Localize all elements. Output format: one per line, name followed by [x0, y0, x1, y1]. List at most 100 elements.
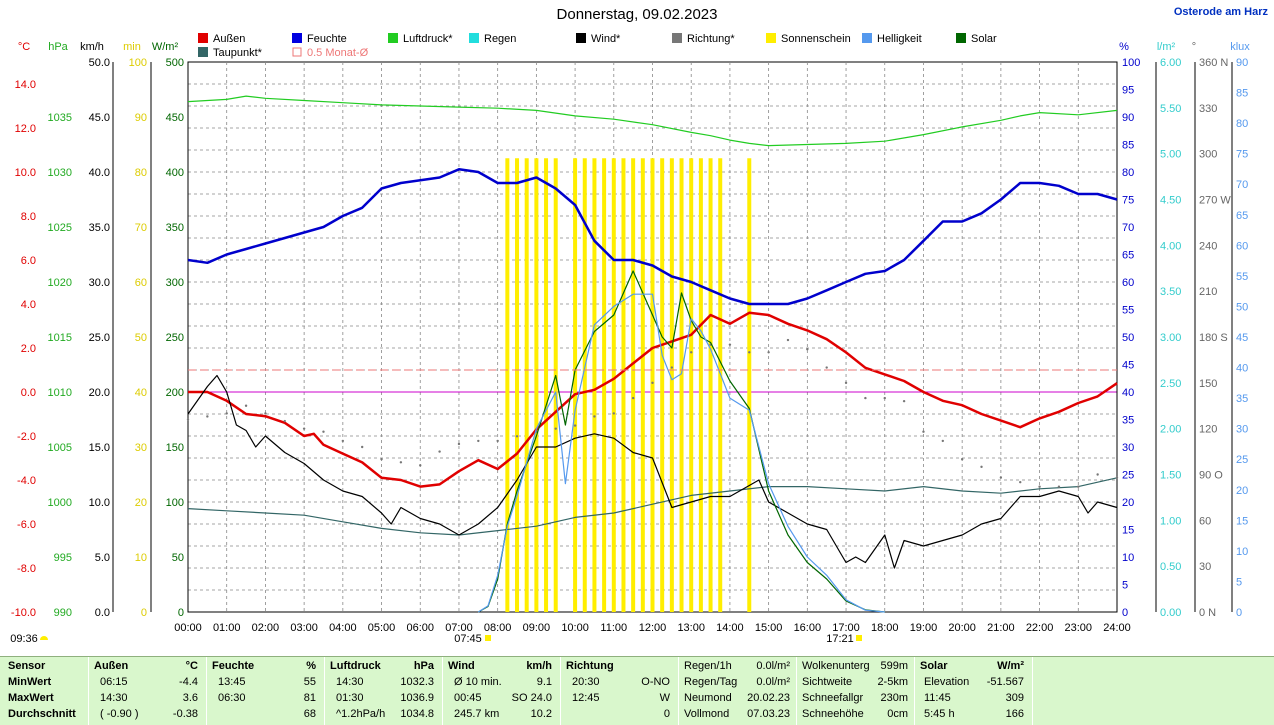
- direction-point: [244, 404, 248, 407]
- chart-legend: Außen Feuchte Luftdruck* Regen Wind* Richtung…: [198, 33, 997, 59]
- temp-axis-unit: °C: [18, 41, 30, 53]
- humidity-tick-label: 70: [1122, 222, 1134, 234]
- direction-tick-label: 120: [1199, 424, 1217, 436]
- temp-tick-label: 0.0: [21, 387, 36, 399]
- series-line-wind: [187, 374, 1118, 569]
- footer-time: ^1.2hPa/h: [336, 708, 386, 720]
- temp-tick-label: -2.0: [17, 431, 36, 443]
- direction-point: [786, 338, 790, 342]
- lux-tick-label: 90: [1236, 57, 1248, 69]
- direction-point: [1057, 485, 1061, 488]
- footer-feuchte-head: Feuchte: [212, 660, 255, 672]
- footer-row-label: Durchschnitt: [8, 708, 76, 720]
- direction-point: [419, 464, 422, 467]
- weather-chart: 14.0 12.0 10.0 8.0 6.0 4.0 2.0 0.0 -2.0 -4.0 -6.0 -…: [10, 33, 1250, 645]
- humidity-tick-label: 95: [1122, 85, 1134, 97]
- humidity-tick-label: 25: [1122, 470, 1134, 482]
- direction-tick-label: 300: [1199, 149, 1217, 161]
- solar-tick-label: 500: [166, 57, 184, 69]
- sunshine-bar: [650, 158, 655, 612]
- time-tick-label: 24:00: [1103, 622, 1131, 634]
- footer-solar-unit: W/m²: [997, 660, 1024, 672]
- series-line-feuchte: [187, 168, 1118, 306]
- rain-tick-label: 6.00: [1160, 57, 1181, 69]
- wind-tick-label: 40.0: [89, 167, 110, 179]
- legend-swatch: [576, 33, 586, 43]
- wind-tick-label: 35.0: [89, 222, 110, 234]
- direction-point: [515, 435, 519, 438]
- legend-label: Luftdruck*: [403, 33, 453, 45]
- wind-tick-label: 15.0: [89, 442, 110, 454]
- legend-label: Wind*: [591, 33, 621, 45]
- footer-richtung-col: Richtung 20:30 12:45 O-NO W 0: [560, 657, 679, 725]
- rain-tick-label: 5.00: [1160, 149, 1181, 161]
- rain-tick-label: 4.00: [1160, 240, 1181, 252]
- rain-tick-label: 3.50: [1160, 286, 1181, 298]
- pressure-tick-label: 1005: [48, 442, 72, 454]
- legend-swatch: [766, 33, 776, 43]
- direction-point: [1019, 480, 1022, 484]
- footer-value: -4.4: [179, 676, 198, 688]
- footer-value: 309: [1005, 692, 1024, 704]
- sunshine-bar: [679, 158, 684, 612]
- footer-time: 12:45: [572, 692, 600, 704]
- direction-point: [960, 458, 964, 461]
- footer-row-label: MinWert: [8, 676, 52, 688]
- legend-swatch: [292, 33, 302, 43]
- direction-point: [225, 412, 228, 415]
- humidity-tick-label: 20: [1122, 497, 1134, 509]
- direction-tick-label: 60: [1199, 515, 1211, 527]
- sunshine-bar: [524, 158, 529, 612]
- temp-tick-label: 14.0: [15, 79, 36, 91]
- footer-label: 5:45 h: [924, 708, 955, 720]
- footer-feuchte-col: Feuchte % 13:45 06:30 55 81 68: [206, 657, 325, 725]
- wind-tick-label: 30.0: [89, 277, 110, 289]
- temp-tick-label: -10.0: [11, 607, 36, 619]
- humidity-tick-label: 35: [1122, 415, 1134, 427]
- time-tick-label: 06:00: [406, 622, 434, 634]
- direction-point: [902, 399, 906, 403]
- time-tick-label: 22:00: [1026, 622, 1054, 634]
- update-time: 09:36: [10, 633, 38, 645]
- footer-time: 06:30: [218, 692, 246, 704]
- time-tick-label: 17:00: [832, 622, 860, 634]
- direction-point: [593, 415, 596, 418]
- sunmin-tick-label: 100: [129, 57, 147, 69]
- footer-value: 07.03.23: [747, 708, 790, 720]
- direction-point: [825, 366, 828, 369]
- time-tick-label: 07:00: [445, 622, 473, 634]
- pressure-tick-label: 990: [54, 607, 72, 619]
- solar-tick-label: 400: [166, 167, 184, 179]
- sunmin-axis-unit: min: [123, 41, 141, 53]
- humidity-tick-label: 100: [1122, 57, 1140, 69]
- solar-tick-label: 300: [166, 277, 184, 289]
- sunshine-bar: [553, 158, 558, 612]
- lux-tick-label: 60: [1236, 240, 1248, 252]
- footer-time: 245.7 km: [454, 708, 500, 720]
- footer-luftdruck-col: Luftdruck hPa 14:30 01:30 ^1.2hPa/h 1032…: [324, 657, 443, 725]
- direction-point: [941, 439, 945, 443]
- legend-swatch: [292, 47, 302, 57]
- footer-value: 1034.8: [400, 708, 434, 720]
- legend-label: Solar: [971, 33, 997, 45]
- direction-point: [748, 351, 751, 354]
- footer-label: Sichtweite: [802, 676, 853, 688]
- time-tick-label: 10:00: [561, 622, 589, 634]
- direction-point: [767, 351, 770, 354]
- solar-tick-label: 150: [166, 442, 184, 454]
- direction-point: [612, 412, 615, 415]
- footer-time: 00:45: [454, 692, 482, 704]
- footer-sensor-col: Sensor MinWert MaxWert Durchschnitt: [0, 657, 89, 725]
- direction-point: [806, 348, 809, 351]
- footer-value: 0cm: [887, 708, 908, 720]
- pressure-tick-label: 1010: [48, 387, 72, 399]
- solar-tick-label: 100: [166, 497, 184, 509]
- footer-value: 3.6: [182, 692, 198, 704]
- pressure-tick-label: 1020: [48, 277, 72, 289]
- legend-label: Helligkeit: [877, 33, 922, 45]
- series-line-helligkeit: [477, 293, 885, 613]
- pressure-tick-label: 1015: [48, 332, 72, 344]
- series-line-luftdruck: [187, 95, 1118, 147]
- chart-title: Donnerstag, 09.02.2023: [556, 6, 718, 23]
- temp-tick-label: 12.0: [15, 123, 36, 135]
